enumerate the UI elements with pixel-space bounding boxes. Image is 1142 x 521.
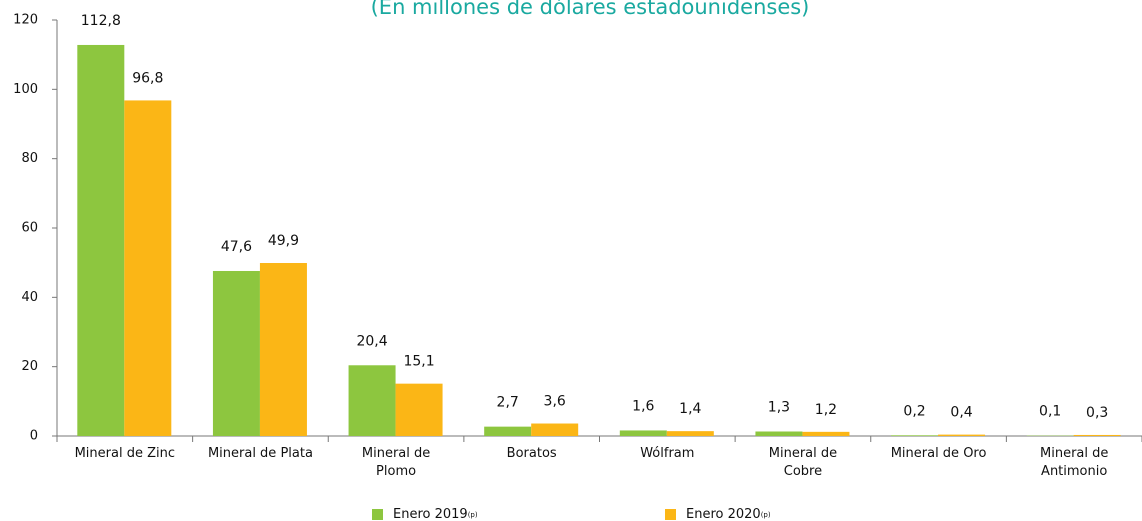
y-tick-label: 100 bbox=[13, 82, 38, 97]
y-tick-label: 20 bbox=[21, 359, 38, 374]
x-tick-label: Mineral de Zinc bbox=[74, 446, 176, 461]
data-label: 1,2 bbox=[815, 402, 837, 418]
bar bbox=[348, 365, 396, 436]
x-tick-label: Mineral de Plomo bbox=[361, 446, 431, 479]
data-label: 15,1 bbox=[403, 354, 434, 370]
bar bbox=[212, 270, 260, 436]
bar bbox=[938, 434, 986, 436]
data-label: 47,6 bbox=[221, 239, 252, 255]
data-label: 1,4 bbox=[679, 401, 701, 417]
data-label: 0,2 bbox=[903, 403, 925, 419]
x-tick-label: Boratos bbox=[506, 446, 557, 461]
bar bbox=[619, 430, 667, 436]
x-tick-label: Mineral de Oro bbox=[890, 446, 987, 461]
data-label: 0,4 bbox=[950, 405, 972, 421]
x-tick-label: Wólfram bbox=[640, 446, 695, 461]
legend-swatch bbox=[665, 509, 676, 520]
legend-label: Enero 2020 bbox=[686, 507, 761, 521]
legend-item: Enero 2020 (p) bbox=[665, 507, 771, 521]
y-tick-label: 40 bbox=[21, 290, 38, 305]
chart-subtitle: (En millones de dólares estadounidenses) bbox=[371, 0, 810, 19]
bar bbox=[666, 431, 714, 436]
data-label: 3,6 bbox=[544, 394, 566, 410]
data-label: 0,3 bbox=[1086, 405, 1108, 421]
y-tick-label: 0 bbox=[30, 429, 38, 444]
bar bbox=[531, 423, 579, 436]
data-label: 20,4 bbox=[356, 333, 387, 349]
x-tick-label: Mineral de Antimonio bbox=[1040, 446, 1109, 479]
bar bbox=[891, 435, 939, 436]
x-tick-label: Mineral de Plata bbox=[207, 446, 313, 461]
y-tick-label: 60 bbox=[21, 221, 38, 236]
legend-note: (p) bbox=[467, 510, 478, 519]
y-tick-label: 80 bbox=[21, 151, 38, 166]
bar bbox=[1073, 434, 1121, 436]
data-label: 1,3 bbox=[768, 399, 790, 415]
bar bbox=[802, 431, 850, 436]
legend-note: (p) bbox=[760, 510, 771, 519]
data-label: 1,6 bbox=[632, 398, 654, 414]
data-label: 49,9 bbox=[268, 233, 299, 249]
data-label: 2,7 bbox=[497, 395, 519, 411]
bar bbox=[259, 263, 307, 436]
legend-label: Enero 2019 bbox=[393, 507, 468, 521]
legend-swatch bbox=[372, 509, 383, 520]
x-tick-label: Mineral de Cobre bbox=[768, 446, 838, 479]
data-label: 96,8 bbox=[132, 70, 163, 86]
bar bbox=[395, 383, 443, 436]
y-tick-label: 120 bbox=[13, 13, 38, 28]
bar bbox=[755, 431, 803, 436]
legend-item: Enero 2019 (p) bbox=[372, 507, 478, 521]
bar bbox=[484, 426, 532, 436]
data-label: 0,1 bbox=[1039, 404, 1061, 420]
bar bbox=[77, 44, 125, 437]
data-label: 112,8 bbox=[81, 13, 121, 29]
bar bbox=[124, 100, 172, 436]
